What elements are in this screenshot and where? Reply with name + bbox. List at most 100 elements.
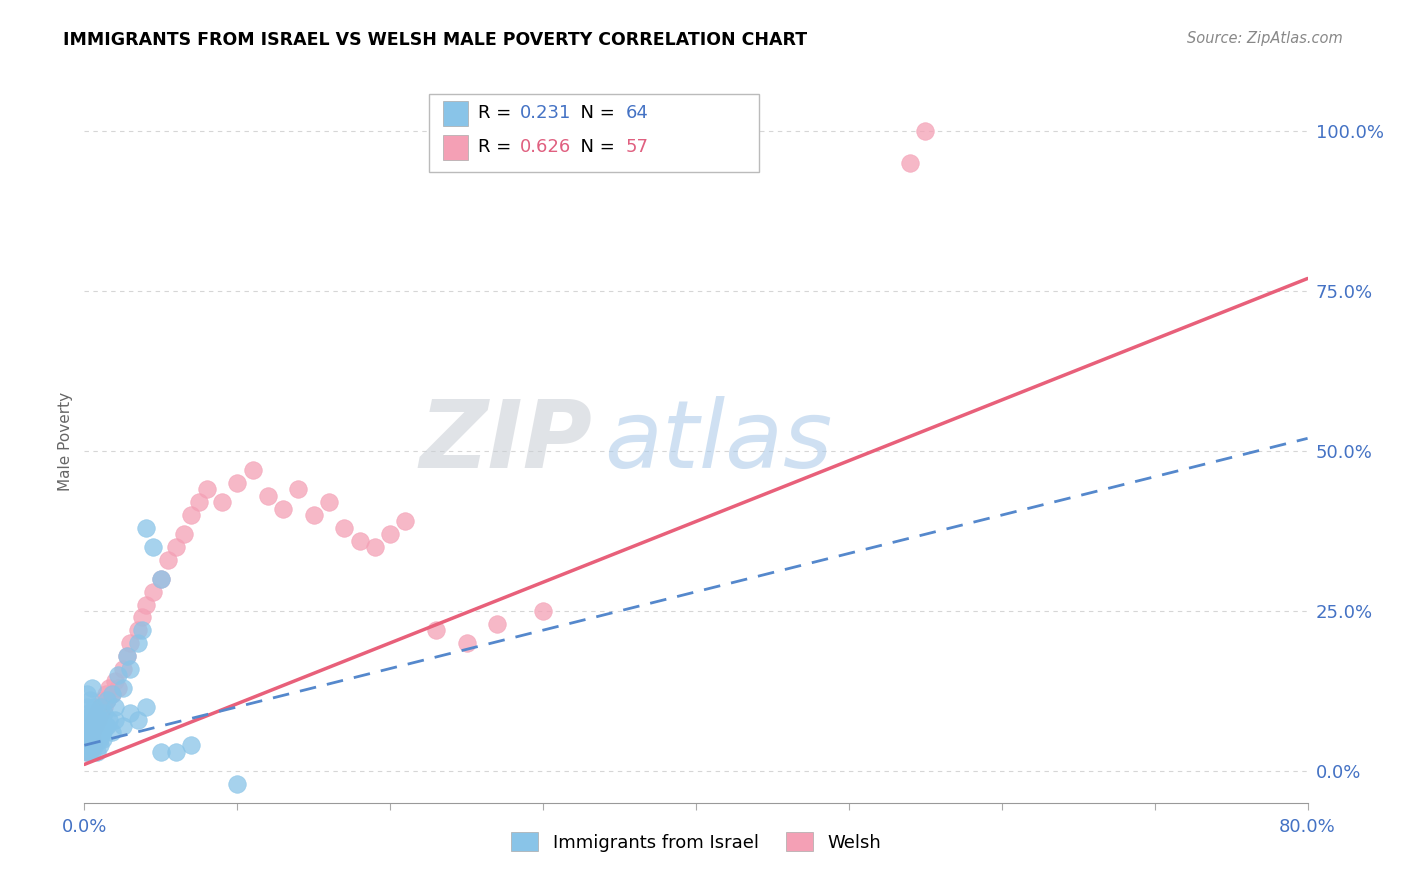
- Point: [101, 687, 124, 701]
- Point: [180, 738, 202, 752]
- Point: [456, 636, 478, 650]
- Point: [93, 699, 115, 714]
- Point: [75, 738, 97, 752]
- Point: [94, 687, 117, 701]
- Point: [86, 725, 108, 739]
- Point: [84, 731, 107, 746]
- Point: [93, 706, 115, 721]
- Point: [80, 725, 103, 739]
- Text: 0.231: 0.231: [520, 104, 572, 122]
- Point: [96, 693, 118, 707]
- Text: N =: N =: [569, 138, 621, 156]
- Point: [86, 706, 108, 721]
- Point: [84, 713, 107, 727]
- Text: atlas: atlas: [605, 396, 832, 487]
- Point: [142, 584, 165, 599]
- Point: [83, 699, 105, 714]
- Point: [180, 508, 202, 522]
- Point: [89, 713, 111, 727]
- Point: [89, 699, 111, 714]
- Point: [111, 661, 134, 675]
- Y-axis label: Male Poverty: Male Poverty: [58, 392, 73, 491]
- Point: [127, 636, 149, 650]
- Point: [79, 731, 101, 746]
- Point: [83, 719, 105, 733]
- Point: [531, 604, 554, 618]
- Point: [76, 725, 98, 739]
- Point: [188, 495, 211, 509]
- Point: [79, 713, 101, 727]
- Text: Source: ZipAtlas.com: Source: ZipAtlas.com: [1187, 31, 1343, 46]
- Text: 57: 57: [626, 138, 648, 156]
- Point: [111, 681, 134, 695]
- Point: [211, 495, 233, 509]
- Point: [96, 693, 118, 707]
- Point: [79, 693, 101, 707]
- Point: [84, 738, 107, 752]
- Text: R =: R =: [478, 138, 517, 156]
- Point: [120, 636, 142, 650]
- Point: [91, 731, 114, 746]
- Point: [77, 719, 100, 733]
- Point: [91, 725, 114, 739]
- Point: [380, 527, 402, 541]
- Point: [302, 508, 325, 522]
- Point: [76, 745, 98, 759]
- Point: [101, 687, 124, 701]
- Point: [80, 731, 103, 746]
- Point: [80, 745, 103, 759]
- Point: [77, 731, 100, 746]
- Point: [83, 738, 105, 752]
- Point: [84, 719, 107, 733]
- Point: [486, 616, 509, 631]
- Point: [104, 699, 127, 714]
- Point: [349, 533, 371, 548]
- Point: [115, 648, 138, 663]
- Point: [115, 648, 138, 663]
- Point: [333, 521, 356, 535]
- Point: [149, 572, 172, 586]
- Point: [107, 668, 129, 682]
- Point: [91, 693, 114, 707]
- Point: [80, 725, 103, 739]
- Point: [86, 745, 108, 759]
- Point: [86, 706, 108, 721]
- Point: [97, 681, 120, 695]
- Point: [318, 495, 340, 509]
- Text: 64: 64: [626, 104, 648, 122]
- Point: [79, 738, 101, 752]
- Point: [76, 738, 98, 752]
- Point: [90, 706, 112, 721]
- Point: [77, 731, 100, 746]
- Point: [101, 725, 124, 739]
- Point: [131, 610, 153, 624]
- Point: [149, 745, 172, 759]
- Point: [97, 713, 120, 727]
- Point: [79, 745, 101, 759]
- Point: [226, 476, 249, 491]
- Point: [83, 713, 105, 727]
- Legend: Immigrants from Israel, Welsh: Immigrants from Israel, Welsh: [503, 824, 889, 859]
- Point: [79, 719, 101, 733]
- Point: [77, 745, 100, 759]
- Point: [107, 681, 129, 695]
- Point: [76, 687, 98, 701]
- Point: [135, 699, 157, 714]
- Point: [90, 725, 112, 739]
- Point: [165, 745, 187, 759]
- Text: N =: N =: [569, 104, 621, 122]
- Point: [165, 540, 187, 554]
- Point: [77, 738, 100, 752]
- Point: [75, 731, 97, 746]
- Point: [120, 661, 142, 675]
- Point: [242, 463, 264, 477]
- Point: [157, 553, 180, 567]
- Point: [173, 527, 195, 541]
- Point: [127, 713, 149, 727]
- Point: [75, 745, 97, 759]
- Point: [87, 719, 110, 733]
- Point: [127, 623, 149, 637]
- Point: [394, 515, 416, 529]
- Point: [120, 706, 142, 721]
- Point: [80, 681, 103, 695]
